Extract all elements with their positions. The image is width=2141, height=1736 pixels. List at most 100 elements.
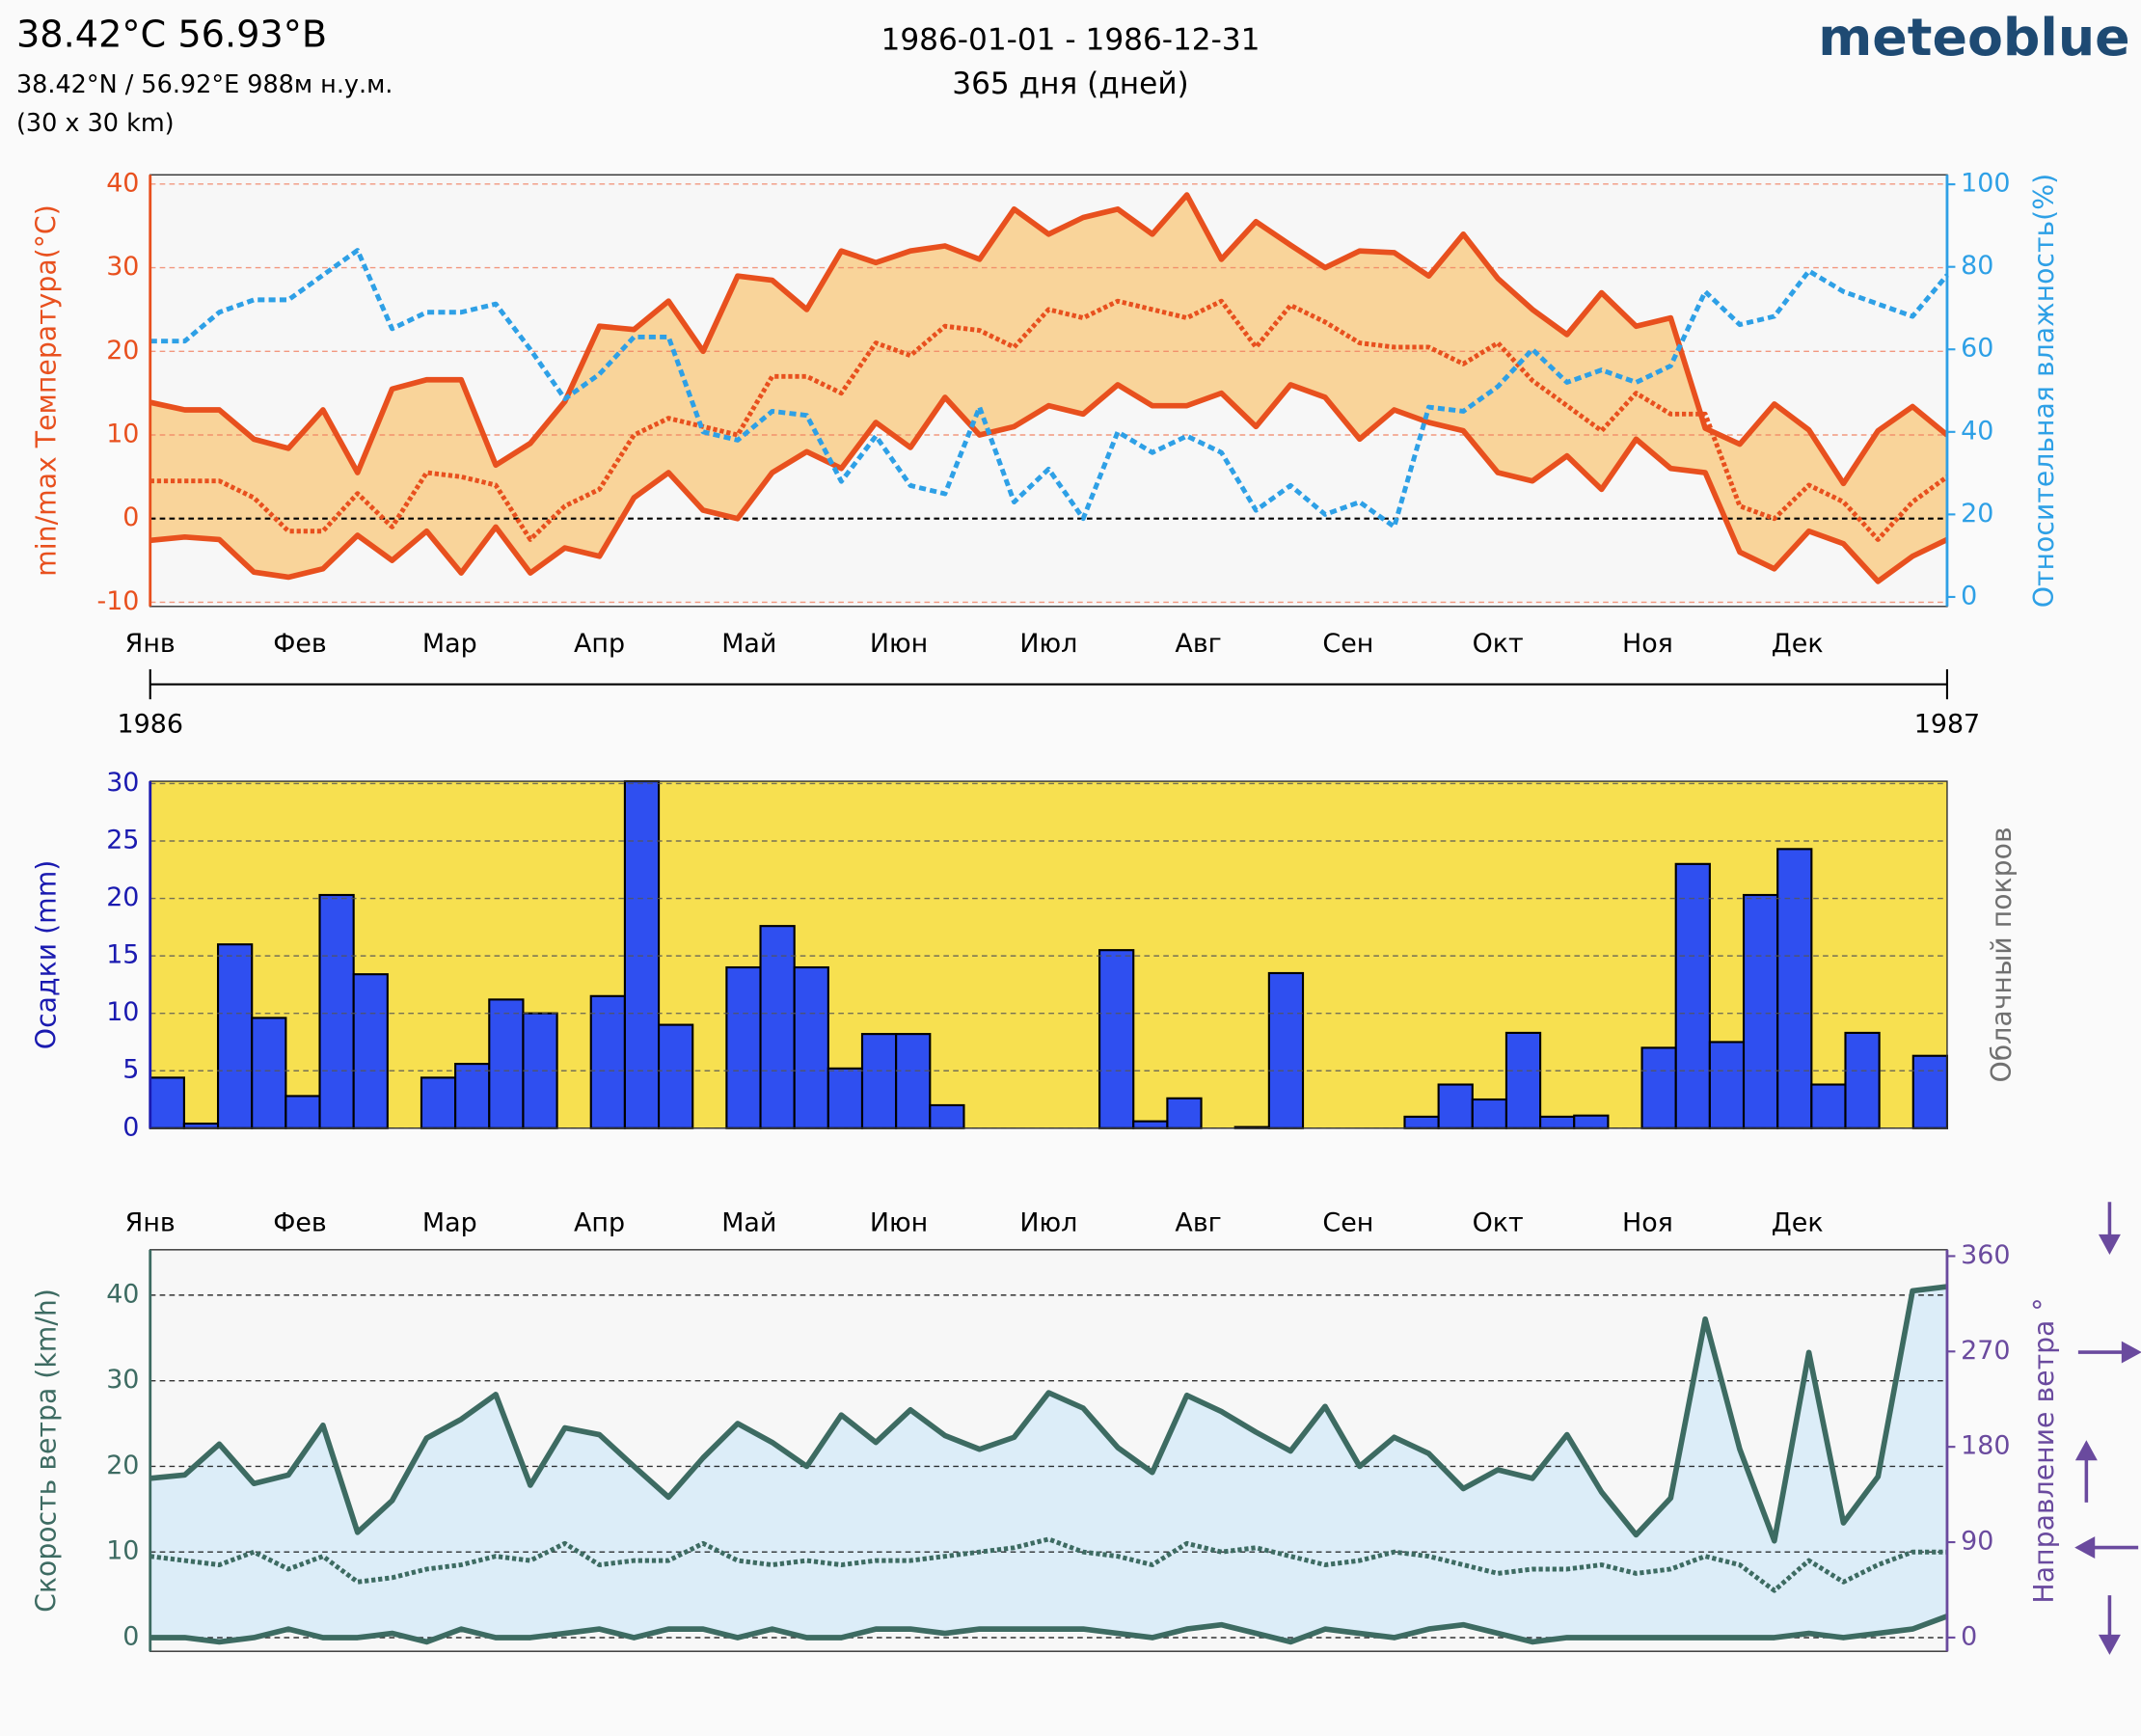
y2-tick-label: 20 <box>1961 499 1993 529</box>
precip-bar <box>1437 1083 1474 1129</box>
y2-tick-label: 360 <box>1961 1240 2010 1270</box>
precip-bar <box>420 1076 457 1129</box>
month-label: Апр <box>574 1207 625 1237</box>
y-tick-label: 10 <box>106 1536 139 1566</box>
month-label: Авг <box>1175 629 1221 659</box>
y-tick-label: 40 <box>106 168 139 198</box>
precip-bar <box>1539 1115 1576 1129</box>
series-line <box>149 382 1949 584</box>
y-tick-label: 10 <box>106 419 139 448</box>
month-label: Сен <box>1322 1207 1373 1237</box>
series-line <box>149 248 1949 529</box>
month-label: Апр <box>574 629 625 659</box>
series-line <box>149 1284 1948 1544</box>
y2-tick-label: 0 <box>1961 1621 1977 1651</box>
y-tick-label: 10 <box>106 997 139 1027</box>
precip-bar <box>216 943 254 1129</box>
precip-bar <box>251 1017 287 1129</box>
y2-tick-label: 180 <box>1961 1431 2010 1461</box>
precip-bar <box>454 1063 491 1129</box>
month-label: Окт <box>1473 1207 1524 1237</box>
precip-bar <box>1132 1120 1169 1129</box>
precip-bar <box>1742 893 1779 1129</box>
y2-axis-label: Относительная влажность(%) <box>2028 174 2060 608</box>
y-tick-label: 0 <box>122 1621 139 1651</box>
series-line <box>149 1614 1948 1645</box>
month-label: Ноя <box>1622 629 1673 659</box>
month-label: Мар <box>422 1207 477 1237</box>
precip-bar <box>1471 1098 1508 1129</box>
precip-bar <box>1674 862 1711 1129</box>
precip-bar <box>1776 848 1813 1129</box>
logo: meteoblue <box>1818 7 2129 68</box>
y2-tick-label: 270 <box>1961 1336 2010 1366</box>
days-count: 365 дня (дней) <box>952 67 1188 101</box>
y-tick-label: 30 <box>106 252 139 282</box>
month-label: Авг <box>1175 1207 1221 1237</box>
precip-bar <box>725 965 762 1129</box>
resolution: (30 x 30 km) <box>16 109 175 138</box>
precip-bar <box>623 780 661 1129</box>
arrow-head <box>2074 1440 2098 1461</box>
y2-tick-label: 60 <box>1961 334 1993 364</box>
month-label: Янв <box>125 1207 176 1237</box>
y-tick-label: 5 <box>122 1055 139 1085</box>
month-label: Фев <box>273 629 327 659</box>
y-tick-label: 20 <box>106 336 139 366</box>
precip-bar <box>1844 1031 1881 1129</box>
precip-bar <box>1708 1041 1746 1129</box>
precip-bar <box>1810 1083 1847 1129</box>
month-label: Май <box>721 629 776 659</box>
month-label: Дек <box>1772 1207 1824 1237</box>
y-tick-label: 20 <box>106 1451 139 1480</box>
precip-bar <box>895 1033 932 1129</box>
period: 1986-01-01 - 1986-12-31 <box>881 22 1260 57</box>
precip-bar <box>658 1023 694 1129</box>
y-tick-label: 0 <box>122 1112 139 1142</box>
range-fill <box>149 1287 1947 1642</box>
y-tick-label: 25 <box>106 826 139 855</box>
precip-bar <box>1573 1114 1610 1129</box>
precip-bar <box>182 1122 220 1129</box>
month-label: Июл <box>1019 629 1077 659</box>
precip-bar <box>1403 1115 1440 1129</box>
arrow-head <box>2098 1634 2121 1655</box>
precip-bar <box>589 994 626 1129</box>
arrow-head <box>2121 1341 2141 1364</box>
precip-bar <box>1098 949 1135 1129</box>
y-tick-label: 30 <box>106 768 139 798</box>
month-label: Окт <box>1473 629 1524 659</box>
y-axis-label: min/max Температура(°C) <box>31 204 63 577</box>
y-tick-label: 0 <box>122 502 139 532</box>
y-tick-label: 30 <box>106 1365 139 1395</box>
month-label: Янв <box>125 629 176 659</box>
precip-bar <box>318 893 355 1129</box>
month-label: Дек <box>1772 629 1824 659</box>
month-label: Июл <box>1019 1207 1077 1237</box>
y-tick-label: 20 <box>106 882 139 912</box>
month-label: Мар <box>422 629 477 659</box>
series-line <box>149 192 1949 487</box>
y2-tick-label: 90 <box>1961 1527 1993 1557</box>
coordinates: 38.42°N / 56.92°E 988м н.у.м. <box>16 70 393 99</box>
precip-bar <box>352 973 389 1129</box>
precip-bar <box>1640 1046 1677 1129</box>
arrow-head <box>2098 1234 2121 1255</box>
y2-tick-label: 80 <box>1961 251 1993 281</box>
month-label: Ноя <box>1622 1207 1673 1237</box>
range-fill <box>149 195 1947 582</box>
series-line <box>149 1536 1947 1593</box>
y-axis-label: Скорость ветра (km/h) <box>31 1288 63 1613</box>
y2-tick-label: 0 <box>1961 581 1977 610</box>
precip-bar <box>149 1076 185 1129</box>
precip-bar <box>1911 1054 1949 1129</box>
year-label: 1986 <box>118 710 183 740</box>
y-tick-label: 15 <box>106 940 139 970</box>
precip-bar <box>1504 1031 1542 1129</box>
precip-bar <box>929 1103 965 1129</box>
precip-bar <box>285 1095 321 1129</box>
precip-bar <box>860 1033 898 1129</box>
y-tick-label: 40 <box>106 1279 139 1309</box>
